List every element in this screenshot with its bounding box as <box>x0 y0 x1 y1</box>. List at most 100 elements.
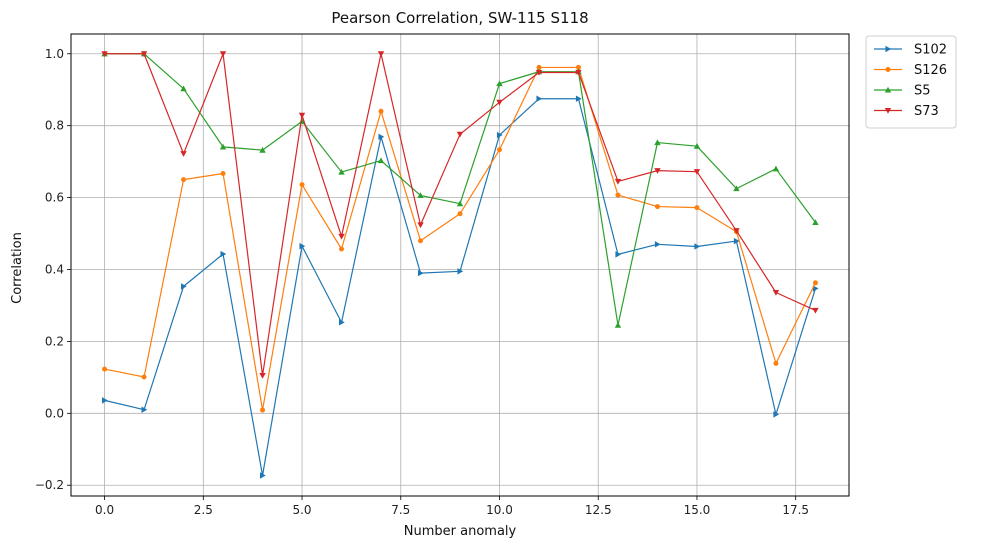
data-point-s126 <box>102 366 108 372</box>
data-point-s126 <box>299 182 305 188</box>
data-point-s5 <box>654 139 661 146</box>
x-axis-label: Number anomaly <box>404 524 517 539</box>
data-point-s73 <box>654 168 661 174</box>
data-point-s73 <box>338 233 345 240</box>
data-point-s126 <box>694 205 700 211</box>
data-point-s73 <box>812 307 819 314</box>
legend-label-s73: S73 <box>914 104 939 119</box>
x-axis: 0.0 2.5 5.0 7.5 10.0 12.5 15.0 17.5 <box>95 496 809 517</box>
data-point-s102 <box>102 397 108 404</box>
data-point-s73 <box>377 51 385 57</box>
x-tick-label: 10.0 <box>486 503 513 517</box>
chart-title: Pearson Correlation, SW-115 S118 <box>331 9 588 27</box>
legend-marker-s73 <box>884 107 892 114</box>
legend-label-s102: S102 <box>914 43 947 58</box>
legend-marker-s102 <box>885 45 892 53</box>
data-point-s73 <box>417 222 424 229</box>
data-point-s126 <box>141 374 147 380</box>
data-point-s126 <box>181 177 187 183</box>
data-point-s126 <box>496 147 502 153</box>
data-point-s5 <box>496 80 503 87</box>
x-tick-label: 0.0 <box>95 503 114 517</box>
data-point-s102 <box>536 95 543 102</box>
data-point-s102 <box>733 237 740 245</box>
data-point-s5 <box>733 185 740 192</box>
data-point-s73 <box>456 131 464 138</box>
data-point-s126 <box>536 64 542 70</box>
data-point-s5 <box>338 168 345 175</box>
data-point-s102 <box>654 241 661 248</box>
legend-item-s102: S102 <box>874 43 947 58</box>
legend: S102 S126 S5 S73 <box>865 35 957 129</box>
series-s126 <box>102 64 818 413</box>
data-point-s73 <box>535 69 543 76</box>
data-point-s5 <box>417 192 424 198</box>
data-point-s126 <box>615 192 621 198</box>
data-point-s102 <box>694 243 701 250</box>
series-line-s126 <box>104 66 816 411</box>
legend-label-s5: S5 <box>914 84 931 99</box>
x-tick-label: 15.0 <box>684 503 711 517</box>
series-s73 <box>101 51 819 379</box>
data-point-s5 <box>812 219 819 225</box>
data-point-s126 <box>339 246 345 252</box>
data-point-s126 <box>418 238 424 244</box>
data-point-s5 <box>219 143 227 150</box>
x-tick-label: 12.5 <box>585 503 612 517</box>
y-axis: −0.2 0.0 0.2 0.4 0.6 0.8 1.0 <box>35 47 71 492</box>
data-point-s102 <box>141 406 148 413</box>
x-tick-label: 17.5 <box>782 503 809 517</box>
x-tick-label: 7.5 <box>391 503 410 517</box>
data-point-s73 <box>219 51 227 57</box>
data-point-s73 <box>496 99 503 106</box>
y-tick-label: 0.0 <box>45 406 64 420</box>
legend-item-s126: S126 <box>874 63 947 78</box>
data-point-s102 <box>773 411 780 418</box>
data-point-s126 <box>812 280 818 286</box>
legend-item-s73: S73 <box>874 104 939 119</box>
data-point-s5 <box>377 157 385 164</box>
y-tick-label: −0.2 <box>35 478 64 492</box>
data-point-s73 <box>772 289 780 296</box>
data-point-s73 <box>140 51 148 57</box>
data-point-s5 <box>456 200 464 207</box>
grid <box>71 34 849 496</box>
series-line-s102 <box>104 98 817 477</box>
data-point-s73 <box>180 151 187 157</box>
data-point-s102 <box>457 268 464 275</box>
data-point-s102 <box>417 269 424 277</box>
data-point-s5 <box>614 322 622 328</box>
data-point-s126 <box>220 170 226 176</box>
y-tick-label: 0.6 <box>45 191 64 205</box>
data-point-s102 <box>299 242 306 250</box>
y-tick-label: 1.0 <box>45 47 64 61</box>
data-point-s102 <box>812 285 819 292</box>
data-point-s102 <box>575 95 582 102</box>
data-point-s126 <box>457 211 463 217</box>
legend-item-s5: S5 <box>874 84 931 99</box>
data-point-s5 <box>180 85 187 92</box>
data-point-s102 <box>615 251 622 258</box>
data-point-s126 <box>773 360 779 366</box>
x-tick-label: 2.5 <box>194 503 213 517</box>
y-tick-label: 0.4 <box>45 262 64 276</box>
data-point-s73 <box>733 228 740 234</box>
data-point-s102 <box>220 250 227 258</box>
data-point-s102 <box>378 133 385 141</box>
x-tick-label: 5.0 <box>292 503 311 517</box>
y-tick-label: 0.8 <box>45 119 64 133</box>
series-s102 <box>102 95 819 479</box>
legend-label-s126: S126 <box>914 63 947 78</box>
data-point-s73 <box>101 51 108 57</box>
data-point-s5 <box>772 165 780 172</box>
data-point-s102 <box>180 283 187 290</box>
data-point-s126 <box>575 64 581 70</box>
data-point-s102 <box>338 319 345 326</box>
data-point-s73 <box>575 69 582 76</box>
data-point-s126 <box>260 407 266 413</box>
data-point-s102 <box>259 472 266 479</box>
data-point-s73 <box>693 169 701 175</box>
legend-box <box>865 35 957 129</box>
data-point-s5 <box>259 146 266 153</box>
